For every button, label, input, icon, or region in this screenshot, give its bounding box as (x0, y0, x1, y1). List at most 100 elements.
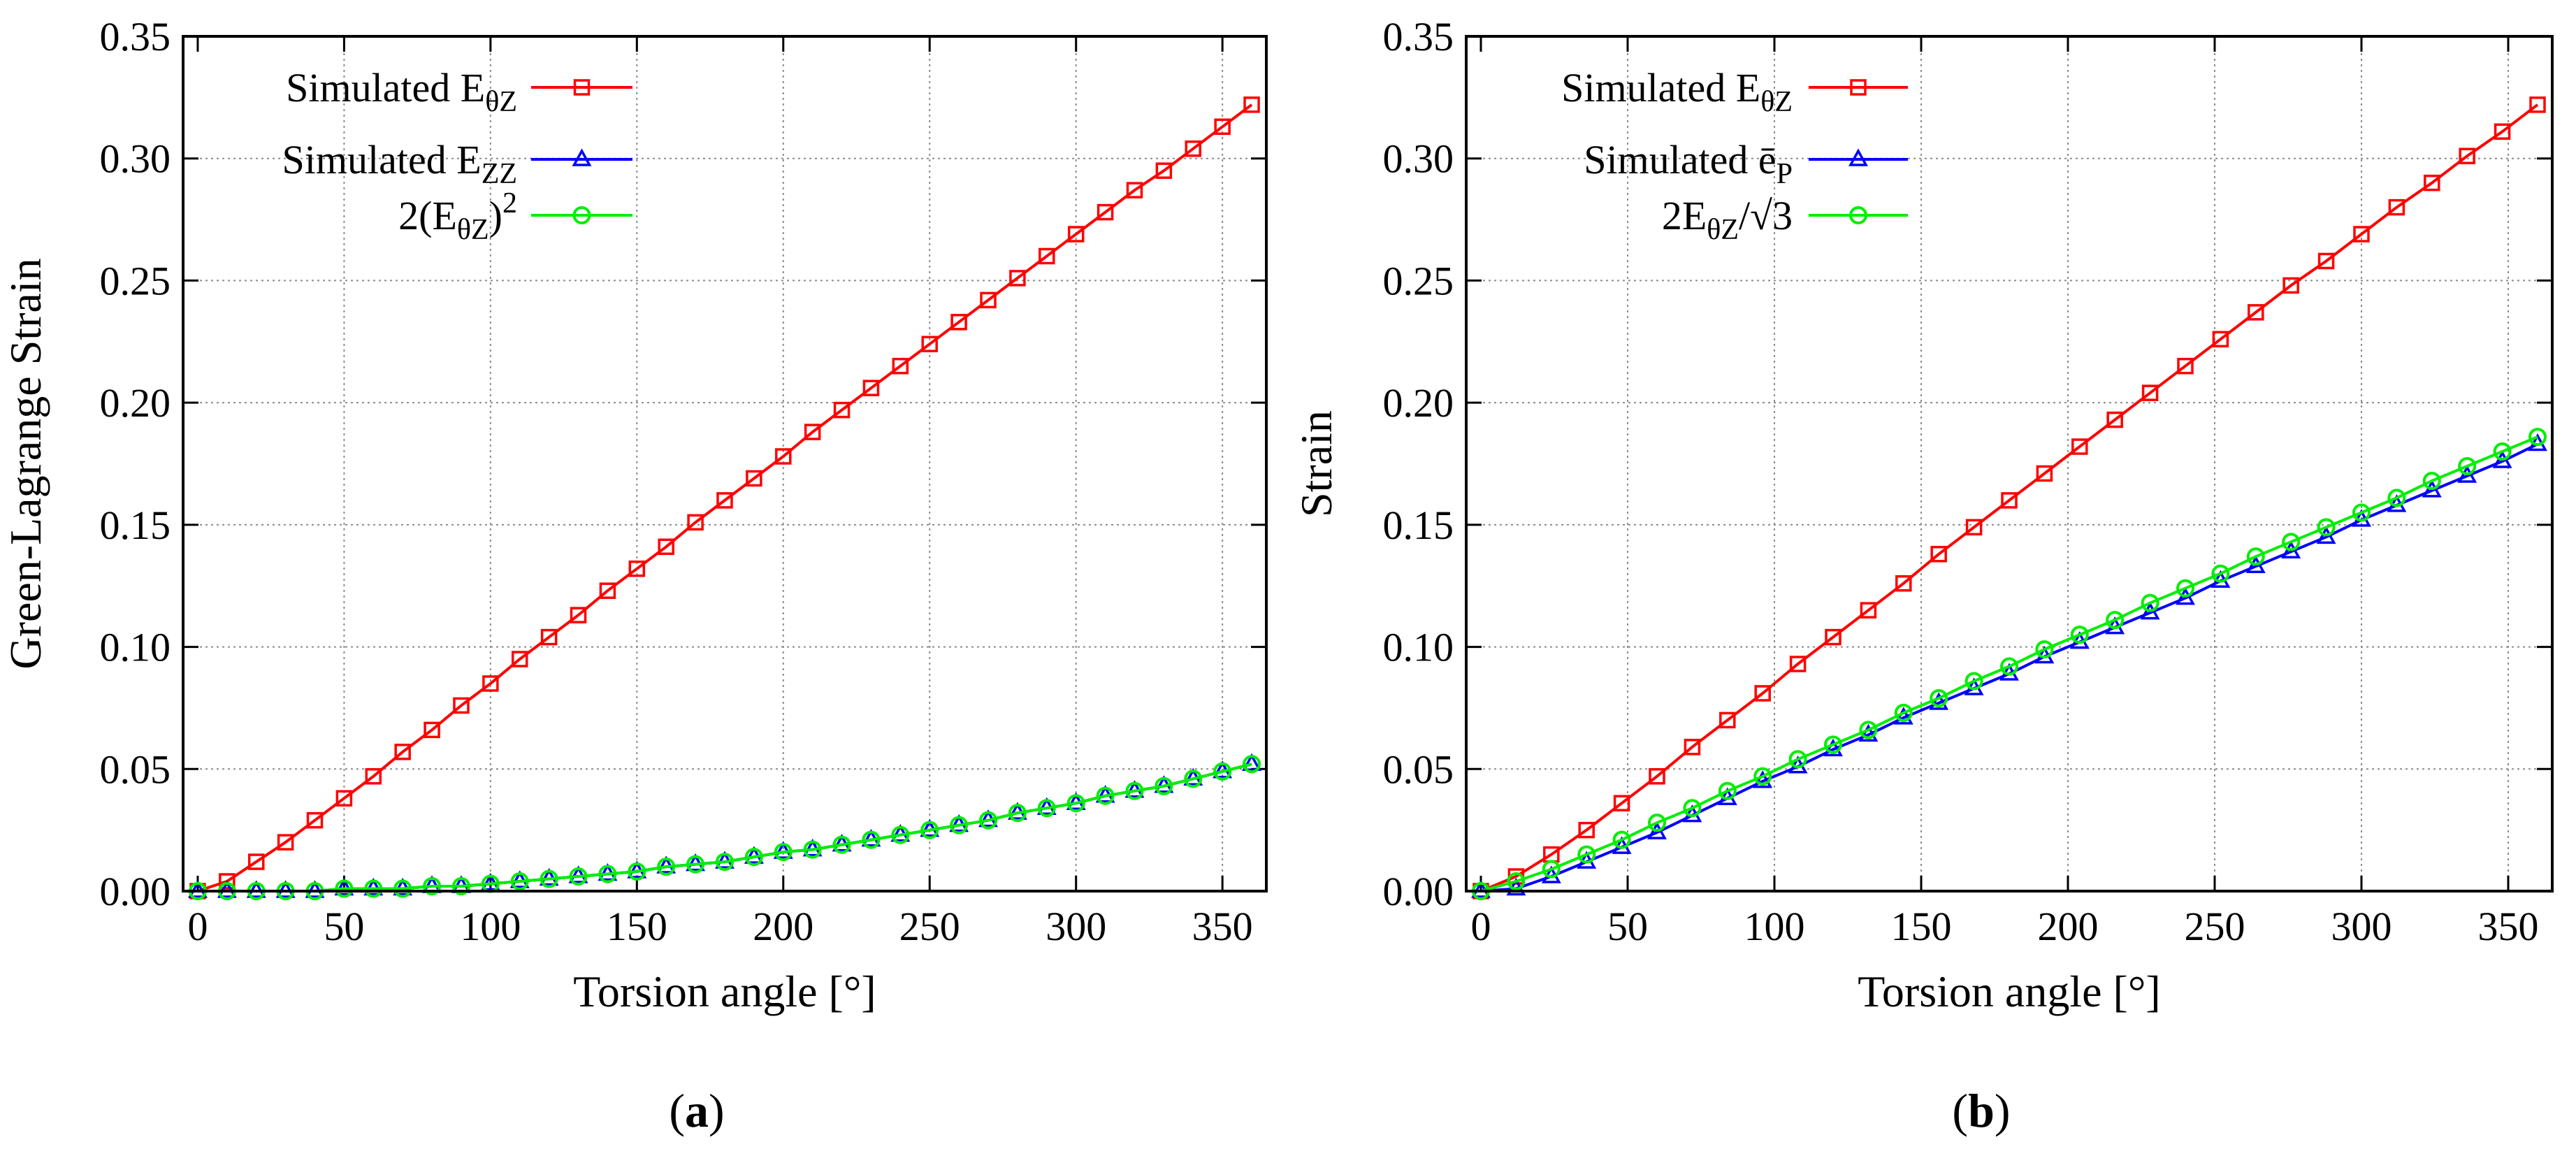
legend-marker (1850, 79, 1867, 96)
data-point (1788, 750, 1807, 769)
data-point (2036, 465, 2053, 482)
data-point (746, 470, 762, 487)
legend-label-tail: /√3 (1739, 193, 1793, 238)
data-point (540, 869, 558, 888)
data-point (1243, 755, 1261, 774)
data-point (2458, 456, 2477, 475)
data-point (1125, 781, 1144, 800)
data-point (1067, 226, 1085, 243)
data-point (2424, 174, 2440, 192)
data-point (775, 448, 792, 465)
panel-caption: (a) (669, 1084, 724, 1137)
data-point (862, 830, 881, 849)
data-point (804, 424, 821, 440)
x-tick-label: 350 (2478, 904, 2539, 949)
data-point (1647, 821, 1667, 839)
data-point (510, 872, 529, 891)
data-point (1096, 786, 1115, 805)
data-point (2177, 357, 2194, 375)
data-point (687, 514, 704, 531)
data-point (277, 834, 294, 851)
data-point (1008, 804, 1027, 823)
data-point (569, 867, 588, 886)
data-point (2248, 304, 2264, 321)
panel-caption-letter: b (1968, 1084, 1995, 1137)
data-point (247, 853, 265, 870)
legend-label-subscript: ZZ (482, 158, 517, 190)
data-point (335, 790, 353, 807)
chart-panel-b: 0 50 100 150 200 250 300 350 0.00 0.05 0.10 0.15 0.2… (1291, 14, 2554, 1137)
data-point (1214, 118, 1231, 136)
x-tick-label: 50 (324, 904, 364, 949)
y-tick-label: 0.10 (1383, 625, 1454, 670)
data-point (1037, 799, 1056, 818)
panel-caption-close: ) (709, 1084, 725, 1137)
data-point (2001, 492, 2018, 509)
data-point (1242, 753, 1262, 772)
data-point (1542, 860, 1561, 879)
data-point (1243, 96, 1260, 113)
data-point (599, 582, 616, 599)
data-point (1719, 711, 1736, 729)
data-point (424, 721, 440, 739)
data-point (1126, 182, 1143, 198)
data-point (2388, 198, 2405, 216)
series-line (1480, 435, 2538, 893)
data-point (2245, 555, 2266, 574)
y-tick-label: 0.05 (100, 746, 171, 792)
data-point (1066, 794, 1085, 813)
data-point (2528, 428, 2547, 447)
data-point (980, 291, 997, 309)
data-point (2141, 593, 2159, 612)
legend-marker (572, 148, 592, 166)
legend-label-main: 2E (1662, 193, 1707, 238)
legend-label: Simulated EθZ (1561, 65, 1793, 118)
data-point (1184, 770, 1203, 788)
data-point (1754, 685, 1771, 702)
data-point (2035, 640, 2054, 659)
x-tick-label: 100 (460, 904, 521, 949)
y-tick-label: 0.05 (1383, 746, 1454, 792)
data-point (2212, 331, 2229, 348)
series-line (197, 103, 1253, 893)
data-point (1578, 821, 1595, 839)
data-point (1753, 770, 1773, 788)
data-point (1859, 721, 1878, 739)
y-tick-label: 0.35 (100, 14, 171, 59)
data-point (2140, 602, 2160, 620)
x-tick-label: 100 (1744, 904, 1805, 949)
legend-marker (572, 206, 591, 224)
x-tick-label: 250 (899, 904, 960, 949)
x-tick-label: 150 (607, 904, 667, 949)
data-point (394, 744, 411, 760)
data-point (921, 335, 938, 353)
legend-label: Simulated EZZ (282, 137, 517, 190)
y-tick-label: 0.15 (100, 503, 171, 548)
y-axis-title: Strain (1291, 410, 1341, 517)
data-point (2070, 626, 2089, 644)
data-point (774, 843, 793, 862)
legend-label-main: 2(E (398, 193, 457, 238)
y-tick-label: 0.30 (100, 136, 171, 182)
data-point (1155, 162, 1173, 179)
data-point (832, 835, 851, 854)
data-point (2211, 564, 2230, 583)
data-point (1213, 762, 1232, 781)
legend-marker (1849, 206, 1867, 224)
x-axis-title: Torsion angle [°] (573, 967, 876, 1016)
data-point (657, 858, 676, 876)
data-point (628, 862, 646, 881)
data-point (1577, 845, 1596, 864)
legend-label-subscript: θZ (457, 214, 489, 246)
data-point (2106, 611, 2125, 630)
x-tick-label: 150 (1891, 904, 1952, 949)
data-point (2141, 384, 2159, 401)
data-point (1683, 799, 1702, 818)
data-point (1893, 707, 1913, 725)
data-point (306, 811, 324, 829)
data-point (598, 865, 617, 883)
y-tick-label: 0.15 (1383, 503, 1454, 548)
y-tick-label: 0.35 (1383, 14, 1454, 59)
data-point (2317, 518, 2336, 537)
legend-label-subscript: θZ (1760, 86, 1793, 118)
